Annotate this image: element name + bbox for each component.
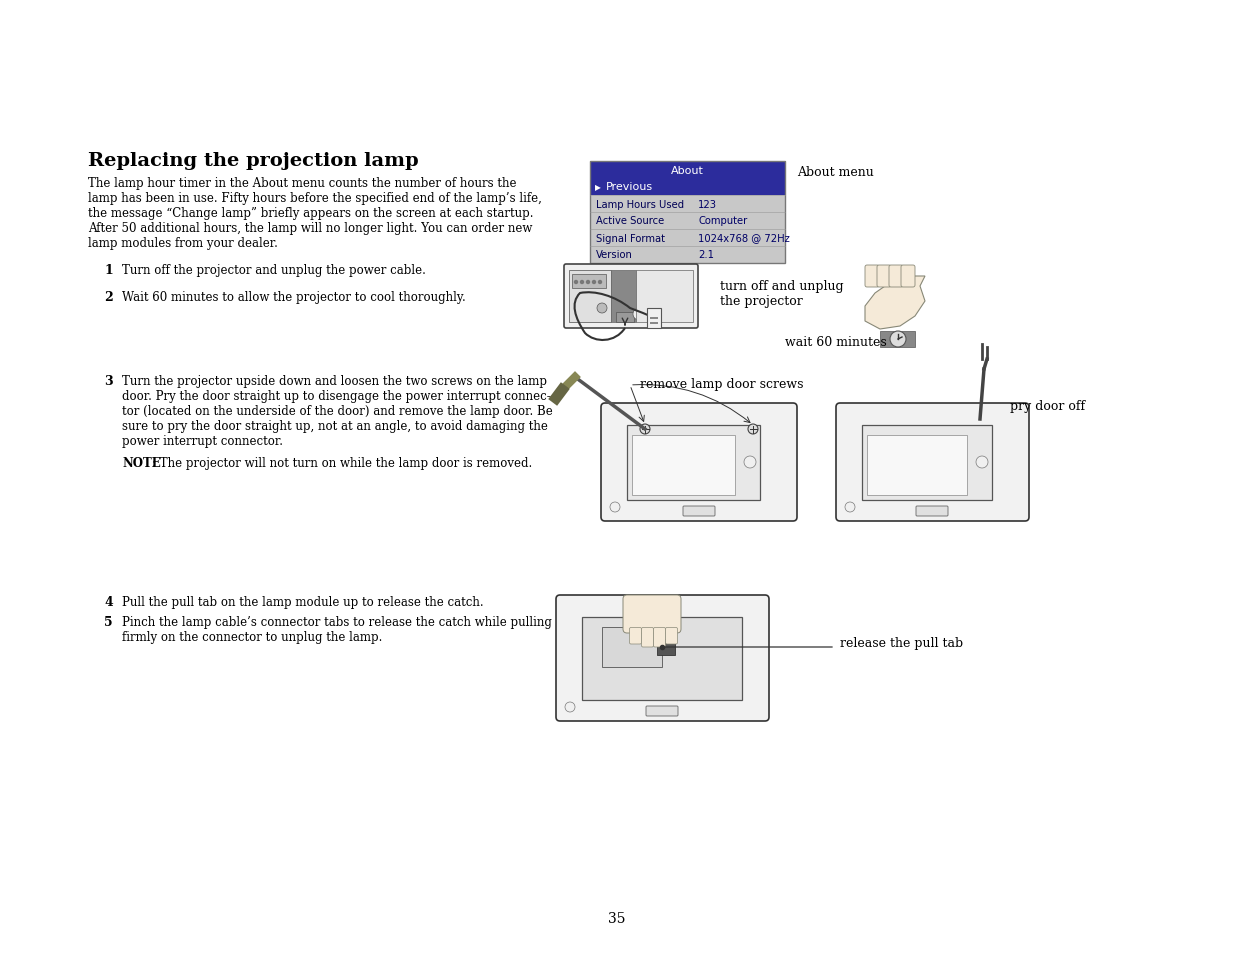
FancyBboxPatch shape xyxy=(630,628,641,644)
FancyBboxPatch shape xyxy=(622,596,680,634)
Text: Replacing the projection lamp: Replacing the projection lamp xyxy=(88,152,419,170)
FancyBboxPatch shape xyxy=(889,266,903,288)
Bar xyxy=(881,332,915,348)
Circle shape xyxy=(743,456,756,469)
Text: the message “Change lamp” briefly appears on the screen at each startup.: the message “Change lamp” briefly appear… xyxy=(88,207,534,220)
Text: 5: 5 xyxy=(104,616,112,628)
Text: sure to pry the door straight up, not at an angle, to avoid damaging the: sure to pry the door straight up, not at… xyxy=(122,419,548,433)
Circle shape xyxy=(976,456,988,469)
Text: Version: Version xyxy=(597,251,632,260)
Circle shape xyxy=(845,502,855,513)
FancyBboxPatch shape xyxy=(646,706,678,717)
FancyBboxPatch shape xyxy=(564,265,698,329)
Text: Turn the projector upside down and loosen the two screws on the lamp: Turn the projector upside down and loose… xyxy=(122,375,547,388)
Text: firmly on the connector to unplug the lamp.: firmly on the connector to unplug the la… xyxy=(122,630,383,643)
Bar xyxy=(636,271,693,323)
Text: pry door off: pry door off xyxy=(1010,399,1086,413)
Text: Wait 60 minutes to allow the projector to cool thoroughly.: Wait 60 minutes to allow the projector t… xyxy=(122,291,466,304)
Text: ▶: ▶ xyxy=(595,183,601,192)
Circle shape xyxy=(599,281,601,284)
Bar xyxy=(590,179,785,195)
Text: tor (located on the underside of the door) and remove the lamp door. Be: tor (located on the underside of the doo… xyxy=(122,405,553,417)
Circle shape xyxy=(580,281,583,284)
Text: About: About xyxy=(671,165,704,175)
Bar xyxy=(611,271,636,323)
Bar xyxy=(647,309,661,329)
Circle shape xyxy=(574,281,578,284)
Text: Previous: Previous xyxy=(606,182,653,193)
FancyBboxPatch shape xyxy=(877,266,890,288)
Bar xyxy=(867,436,967,496)
Text: 1: 1 xyxy=(104,264,112,276)
FancyBboxPatch shape xyxy=(653,628,666,647)
Text: About menu: About menu xyxy=(797,165,873,178)
Circle shape xyxy=(890,332,906,348)
Circle shape xyxy=(610,502,620,513)
Text: NOTE: NOTE xyxy=(122,456,161,470)
FancyBboxPatch shape xyxy=(916,506,948,517)
Bar xyxy=(657,639,676,656)
Text: Turn off the projector and unplug the power cable.: Turn off the projector and unplug the po… xyxy=(122,264,426,276)
Text: release the pull tab: release the pull tab xyxy=(840,637,963,650)
Text: Pull the pull tab on the lamp module up to release the catch.: Pull the pull tab on the lamp module up … xyxy=(122,596,484,608)
Circle shape xyxy=(640,424,650,435)
FancyBboxPatch shape xyxy=(836,403,1029,521)
Circle shape xyxy=(564,702,576,712)
Bar xyxy=(627,426,760,500)
Bar xyxy=(616,313,634,323)
Polygon shape xyxy=(864,276,925,330)
Text: 2.1: 2.1 xyxy=(698,251,714,260)
FancyBboxPatch shape xyxy=(683,506,715,517)
Text: After 50 additional hours, the lamp will no longer light. You can order new: After 50 additional hours, the lamp will… xyxy=(88,222,532,234)
Text: The lamp hour timer in the About menu counts the number of hours the: The lamp hour timer in the About menu co… xyxy=(88,177,516,190)
FancyBboxPatch shape xyxy=(641,628,653,647)
FancyBboxPatch shape xyxy=(601,403,797,521)
Circle shape xyxy=(593,281,595,284)
Bar xyxy=(582,618,742,700)
Bar xyxy=(601,627,662,667)
Text: 123: 123 xyxy=(698,199,718,210)
Circle shape xyxy=(614,660,622,668)
Circle shape xyxy=(597,304,606,314)
Text: Computer: Computer xyxy=(698,216,747,226)
Text: lamp has been in use. Fifty hours before the specified end of the lamp’s life,: lamp has been in use. Fifty hours before… xyxy=(88,192,542,205)
Text: Lamp Hours Used: Lamp Hours Used xyxy=(597,199,684,210)
Text: : The projector will not turn on while the lamp door is removed.: : The projector will not turn on while t… xyxy=(152,456,532,470)
Bar xyxy=(632,436,735,496)
Circle shape xyxy=(634,309,645,320)
FancyBboxPatch shape xyxy=(864,266,879,288)
Bar xyxy=(569,271,611,323)
Circle shape xyxy=(624,660,632,668)
Text: Active Source: Active Source xyxy=(597,216,664,226)
Text: remove lamp door screws: remove lamp door screws xyxy=(640,377,804,391)
Text: door. Pry the door straight up to disengage the power interrupt connec-: door. Pry the door straight up to diseng… xyxy=(122,390,551,402)
Bar xyxy=(650,317,658,319)
Text: 1024x768 @ 72Hz: 1024x768 @ 72Hz xyxy=(698,233,789,243)
FancyBboxPatch shape xyxy=(556,596,769,721)
Text: Signal Format: Signal Format xyxy=(597,233,664,243)
Text: 35: 35 xyxy=(609,911,626,925)
Bar xyxy=(590,162,785,179)
Bar xyxy=(862,426,992,500)
Text: the projector: the projector xyxy=(720,294,803,308)
Bar xyxy=(572,274,606,289)
Circle shape xyxy=(748,424,758,435)
Text: 2: 2 xyxy=(104,291,112,304)
Text: wait 60 minutes: wait 60 minutes xyxy=(785,335,887,349)
Bar xyxy=(650,323,658,325)
Circle shape xyxy=(587,281,589,284)
Text: Pinch the lamp cable’s connector tabs to release the catch while pulling: Pinch the lamp cable’s connector tabs to… xyxy=(122,616,552,628)
Bar xyxy=(590,195,785,264)
Text: 4: 4 xyxy=(104,596,112,608)
Text: turn off and unplug: turn off and unplug xyxy=(720,280,844,293)
Text: 3: 3 xyxy=(104,375,112,388)
Text: power interrupt connector.: power interrupt connector. xyxy=(122,435,283,448)
FancyBboxPatch shape xyxy=(902,266,915,288)
Bar xyxy=(590,162,785,264)
Text: lamp modules from your dealer.: lamp modules from your dealer. xyxy=(88,236,278,250)
FancyBboxPatch shape xyxy=(666,628,678,644)
